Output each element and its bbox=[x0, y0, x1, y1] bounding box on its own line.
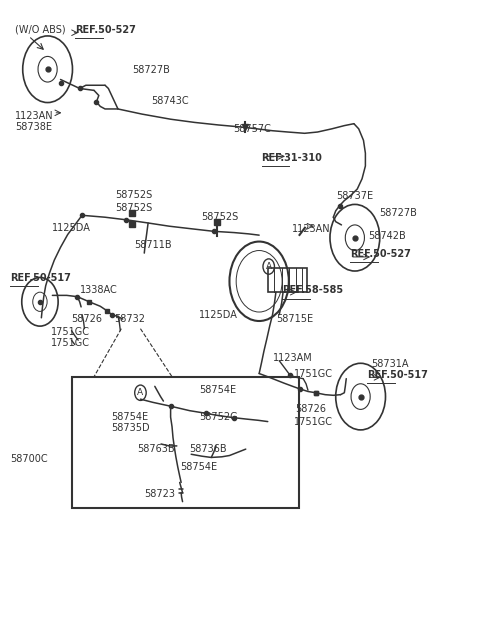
Text: 58752S: 58752S bbox=[116, 204, 153, 213]
Text: (W/O ABS): (W/O ABS) bbox=[15, 24, 66, 35]
Text: 58715E: 58715E bbox=[276, 314, 313, 324]
Text: 1123AM: 1123AM bbox=[273, 353, 312, 363]
Text: 58731A: 58731A bbox=[372, 359, 409, 369]
Text: 1123AN: 1123AN bbox=[292, 225, 330, 234]
Text: 1751GC: 1751GC bbox=[51, 327, 90, 337]
Text: 1338AC: 1338AC bbox=[80, 285, 118, 295]
Text: 58723: 58723 bbox=[144, 489, 175, 499]
Text: REF.58-585: REF.58-585 bbox=[282, 285, 343, 295]
Text: REF.50-517: REF.50-517 bbox=[10, 273, 71, 283]
Text: 58726: 58726 bbox=[72, 314, 103, 324]
Text: 58752G: 58752G bbox=[199, 412, 238, 422]
Text: 58700C: 58700C bbox=[10, 454, 48, 464]
Text: REF.50-517: REF.50-517 bbox=[367, 370, 428, 380]
Text: A: A bbox=[265, 262, 272, 271]
Text: 58752S: 58752S bbox=[116, 190, 153, 200]
Text: 1123AN: 1123AN bbox=[15, 111, 54, 121]
Text: 58711B: 58711B bbox=[134, 240, 171, 250]
Text: REF.31-310: REF.31-310 bbox=[262, 153, 323, 162]
Text: 58736B: 58736B bbox=[189, 444, 227, 454]
Text: 58763B: 58763B bbox=[137, 444, 175, 454]
Text: 1751GC: 1751GC bbox=[51, 338, 90, 348]
Text: 1125DA: 1125DA bbox=[52, 223, 91, 233]
Text: 58754E: 58754E bbox=[180, 462, 217, 472]
Text: 1751GC: 1751GC bbox=[294, 417, 333, 427]
Text: 58743C: 58743C bbox=[152, 96, 189, 107]
Text: REF.50-527: REF.50-527 bbox=[350, 248, 411, 259]
Bar bbox=[268, 268, 307, 292]
Text: 58738E: 58738E bbox=[15, 122, 52, 132]
Text: 58754E: 58754E bbox=[199, 385, 237, 395]
Text: 58742B: 58742B bbox=[368, 231, 406, 241]
Text: 58726: 58726 bbox=[295, 404, 326, 414]
Text: 58757C: 58757C bbox=[233, 124, 271, 134]
Text: 58754E: 58754E bbox=[111, 412, 148, 422]
Text: REF.50-527: REF.50-527 bbox=[75, 24, 136, 35]
Text: 58727B: 58727B bbox=[132, 65, 170, 75]
Text: 1125DA: 1125DA bbox=[199, 309, 238, 320]
Bar bbox=[72, 377, 299, 508]
Text: 58735D: 58735D bbox=[111, 423, 149, 433]
Text: 58732: 58732 bbox=[115, 314, 145, 324]
Text: 58727B: 58727B bbox=[379, 209, 417, 218]
Text: 58752S: 58752S bbox=[201, 212, 238, 221]
Text: 1751GC: 1751GC bbox=[294, 369, 333, 379]
Text: 58737E: 58737E bbox=[336, 191, 373, 201]
Text: A: A bbox=[137, 388, 144, 397]
